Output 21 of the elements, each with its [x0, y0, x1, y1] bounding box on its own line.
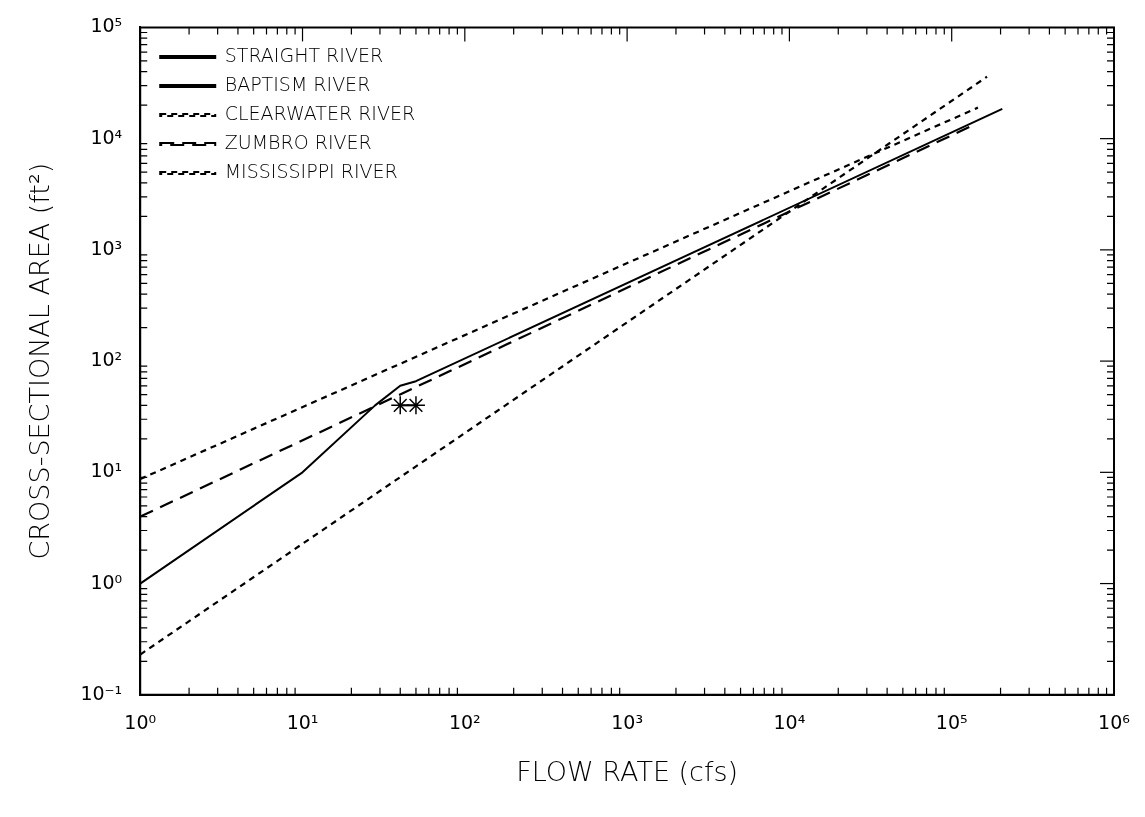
y-tick-label: 10⁴ — [90, 125, 123, 148]
x-tick-label: 10³ — [611, 711, 644, 734]
legend-label: MISSISSIPPI RIVER — [224, 159, 398, 182]
x-tick-label: 10⁴ — [773, 711, 806, 734]
y-axis-title: CROSS-SECTIONAL AREA (ft²) — [24, 162, 56, 560]
x-axis-title: FLOW RATE (cfs) — [516, 755, 739, 787]
x-tick-label: 10¹ — [286, 711, 319, 734]
y-tick-label: 10⁵ — [90, 14, 123, 37]
y-tick-label: 10³ — [90, 236, 123, 259]
x-tick-label: 10² — [448, 711, 481, 734]
legend-label: ZUMBRO RIVER — [224, 130, 372, 153]
x-tick-label: 10⁶ — [1098, 711, 1130, 734]
legend-label: STRAIGHT RIVER — [224, 43, 384, 66]
x-tick-label: 10⁵ — [935, 711, 968, 734]
y-tick-label: 10⁰ — [90, 570, 123, 593]
y-tick-label: 10¹ — [90, 459, 123, 482]
legend-label: CLEARWATER RIVER — [224, 101, 416, 124]
y-tick-label: 10⁻¹ — [80, 681, 123, 704]
x-tick-label: 10⁰ — [124, 711, 157, 734]
y-tick-label: 10² — [90, 348, 123, 371]
legend-label: BAPTISM RIVER — [224, 72, 371, 95]
